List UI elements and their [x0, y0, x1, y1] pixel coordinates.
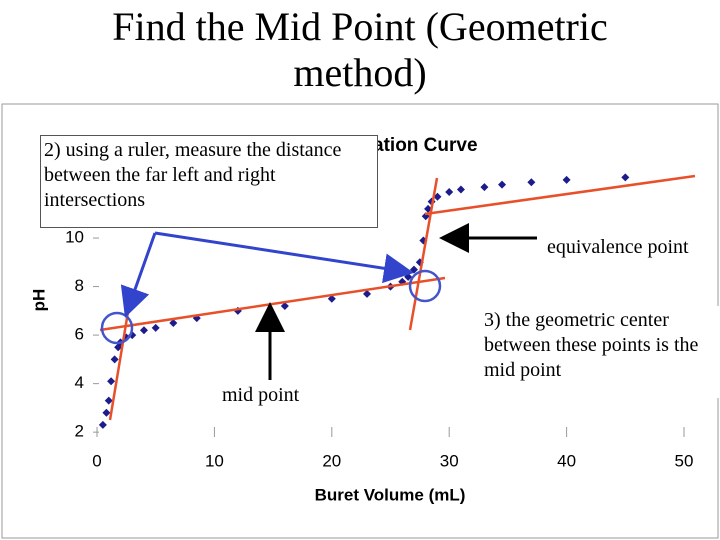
- y-tick-label: 10: [65, 228, 84, 247]
- x-tick-label: 50: [675, 451, 694, 470]
- data-point: [192, 314, 201, 323]
- x-tick-label: 10: [205, 451, 224, 470]
- data-point: [398, 277, 407, 286]
- data-point: [480, 183, 489, 192]
- data-point: [498, 180, 507, 189]
- data-point: [445, 187, 454, 196]
- y-tick-label: 4: [75, 373, 84, 392]
- x-tick-label: 30: [440, 451, 459, 470]
- data-point: [409, 265, 418, 274]
- data-point: [419, 236, 428, 245]
- data-point: [98, 420, 107, 429]
- annotation: equivalence point: [547, 236, 689, 258]
- data-point: [110, 355, 119, 364]
- data-point: [404, 272, 413, 281]
- x-tick-label: 0: [92, 451, 101, 470]
- data-point: [139, 326, 148, 335]
- data-point: [433, 192, 442, 201]
- callout-box: 2) using a ruler, measure the distance b…: [40, 135, 378, 228]
- data-point: [415, 258, 424, 267]
- callout-box: 3) the geometric center between these po…: [481, 306, 720, 398]
- data-point: [424, 204, 433, 213]
- data-point: [102, 408, 111, 417]
- data-point: [456, 185, 465, 194]
- annotation: mid point: [222, 384, 300, 406]
- y-axis-label: pH: [29, 289, 48, 312]
- x-tick-label: 20: [322, 451, 341, 470]
- data-point: [421, 212, 430, 221]
- y-tick-label: 8: [75, 276, 84, 295]
- data-point: [169, 318, 178, 327]
- data-point: [562, 175, 571, 184]
- y-tick-label: 6: [75, 325, 84, 344]
- data-point: [104, 396, 113, 405]
- data-point: [527, 178, 536, 187]
- data-point: [107, 377, 116, 386]
- data-point: [621, 173, 630, 182]
- data-point: [233, 306, 242, 315]
- x-axis-label: Buret Volume (mL): [315, 485, 466, 504]
- data-point: [327, 294, 336, 303]
- data-point: [280, 301, 289, 310]
- x-tick-label: 40: [557, 451, 576, 470]
- data-point: [151, 323, 160, 332]
- slide-title: Find the Mid Point (Geometric method): [112, 4, 608, 95]
- data-point: [363, 289, 372, 298]
- data-point: [386, 282, 395, 291]
- data-point: [427, 197, 436, 206]
- y-tick-label: 2: [75, 422, 84, 441]
